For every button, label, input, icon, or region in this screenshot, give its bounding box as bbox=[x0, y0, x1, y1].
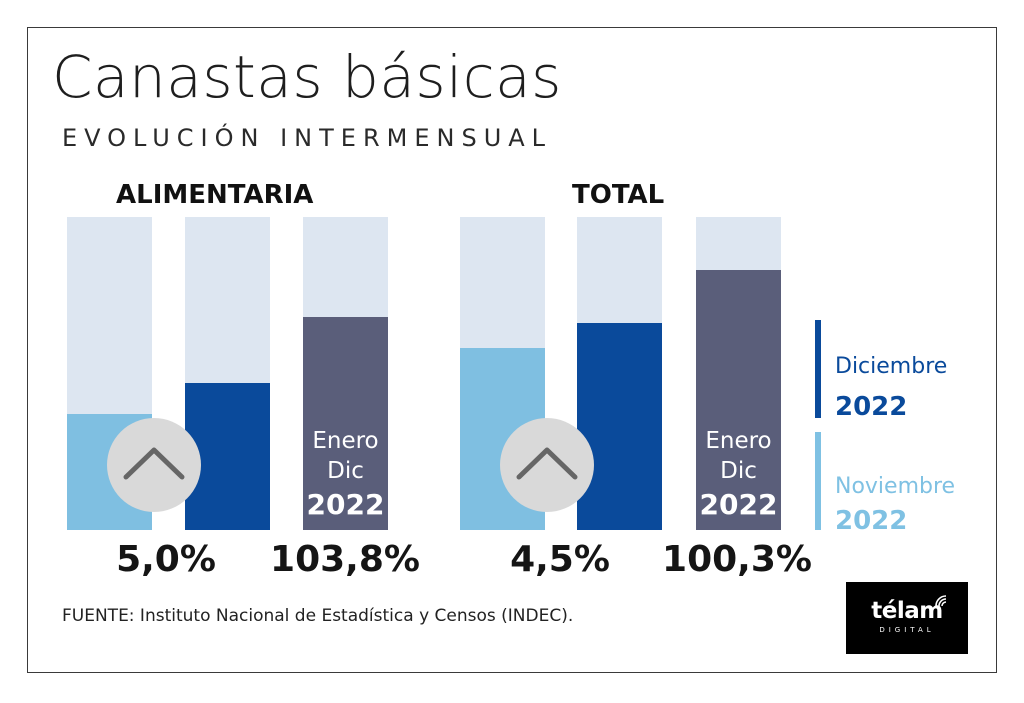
legend-swatch-diciembre bbox=[815, 320, 821, 418]
annual-pct-total: 100,3% bbox=[662, 539, 812, 580]
legend-year-diciembre: 2022 bbox=[835, 392, 908, 422]
legend-swatch-noviembre bbox=[815, 432, 821, 530]
legend-year-noviembre: 2022 bbox=[835, 506, 908, 536]
monthly-pct-alimentaria: 5,0% bbox=[116, 539, 216, 580]
group-label-alimentaria: ALIMENTARIA bbox=[116, 180, 314, 210]
monthly-pct-total: 4,5% bbox=[510, 539, 610, 580]
bar-anual-total bbox=[696, 270, 781, 530]
logo-subtitle: DIGITAL bbox=[879, 626, 935, 634]
chart-frame bbox=[27, 27, 997, 673]
telam-logo: télam DIGITAL bbox=[846, 582, 968, 654]
page-title: Canastas básicas bbox=[52, 43, 562, 111]
legend-label-diciembre: Diciembre bbox=[835, 354, 948, 379]
chevron-up-icon-alimentaria bbox=[123, 447, 185, 480]
group-label-total: TOTAL bbox=[572, 180, 665, 210]
bar-anual-alimentaria bbox=[303, 317, 388, 530]
annual-box-year-total: 2022 bbox=[700, 488, 778, 521]
page-subtitle: EVOLUCIÓN INTERMENSUAL bbox=[62, 124, 553, 152]
logo-wordmark: télam bbox=[871, 598, 943, 624]
source-note: FUENTE: Instituto Nacional de Estadístic… bbox=[62, 606, 574, 626]
legend-label-noviembre: Noviembre bbox=[835, 474, 956, 499]
annual-box-line1-total: Enero bbox=[705, 428, 771, 454]
annual-pct-alimentaria: 103,8% bbox=[270, 539, 420, 580]
annual-box-line2-total: Dic bbox=[720, 458, 757, 484]
chevron-up-icon-total bbox=[516, 447, 578, 480]
up-arrow-circle-alimentaria bbox=[107, 418, 201, 512]
annual-box-line2-alimentaria: Dic bbox=[327, 458, 364, 484]
signal-icon bbox=[935, 595, 947, 607]
up-arrow-circle-total bbox=[500, 418, 594, 512]
bar-diciembre-total bbox=[577, 323, 662, 530]
annual-box-year-alimentaria: 2022 bbox=[307, 488, 385, 521]
annual-box-line1-alimentaria: Enero bbox=[312, 428, 378, 454]
